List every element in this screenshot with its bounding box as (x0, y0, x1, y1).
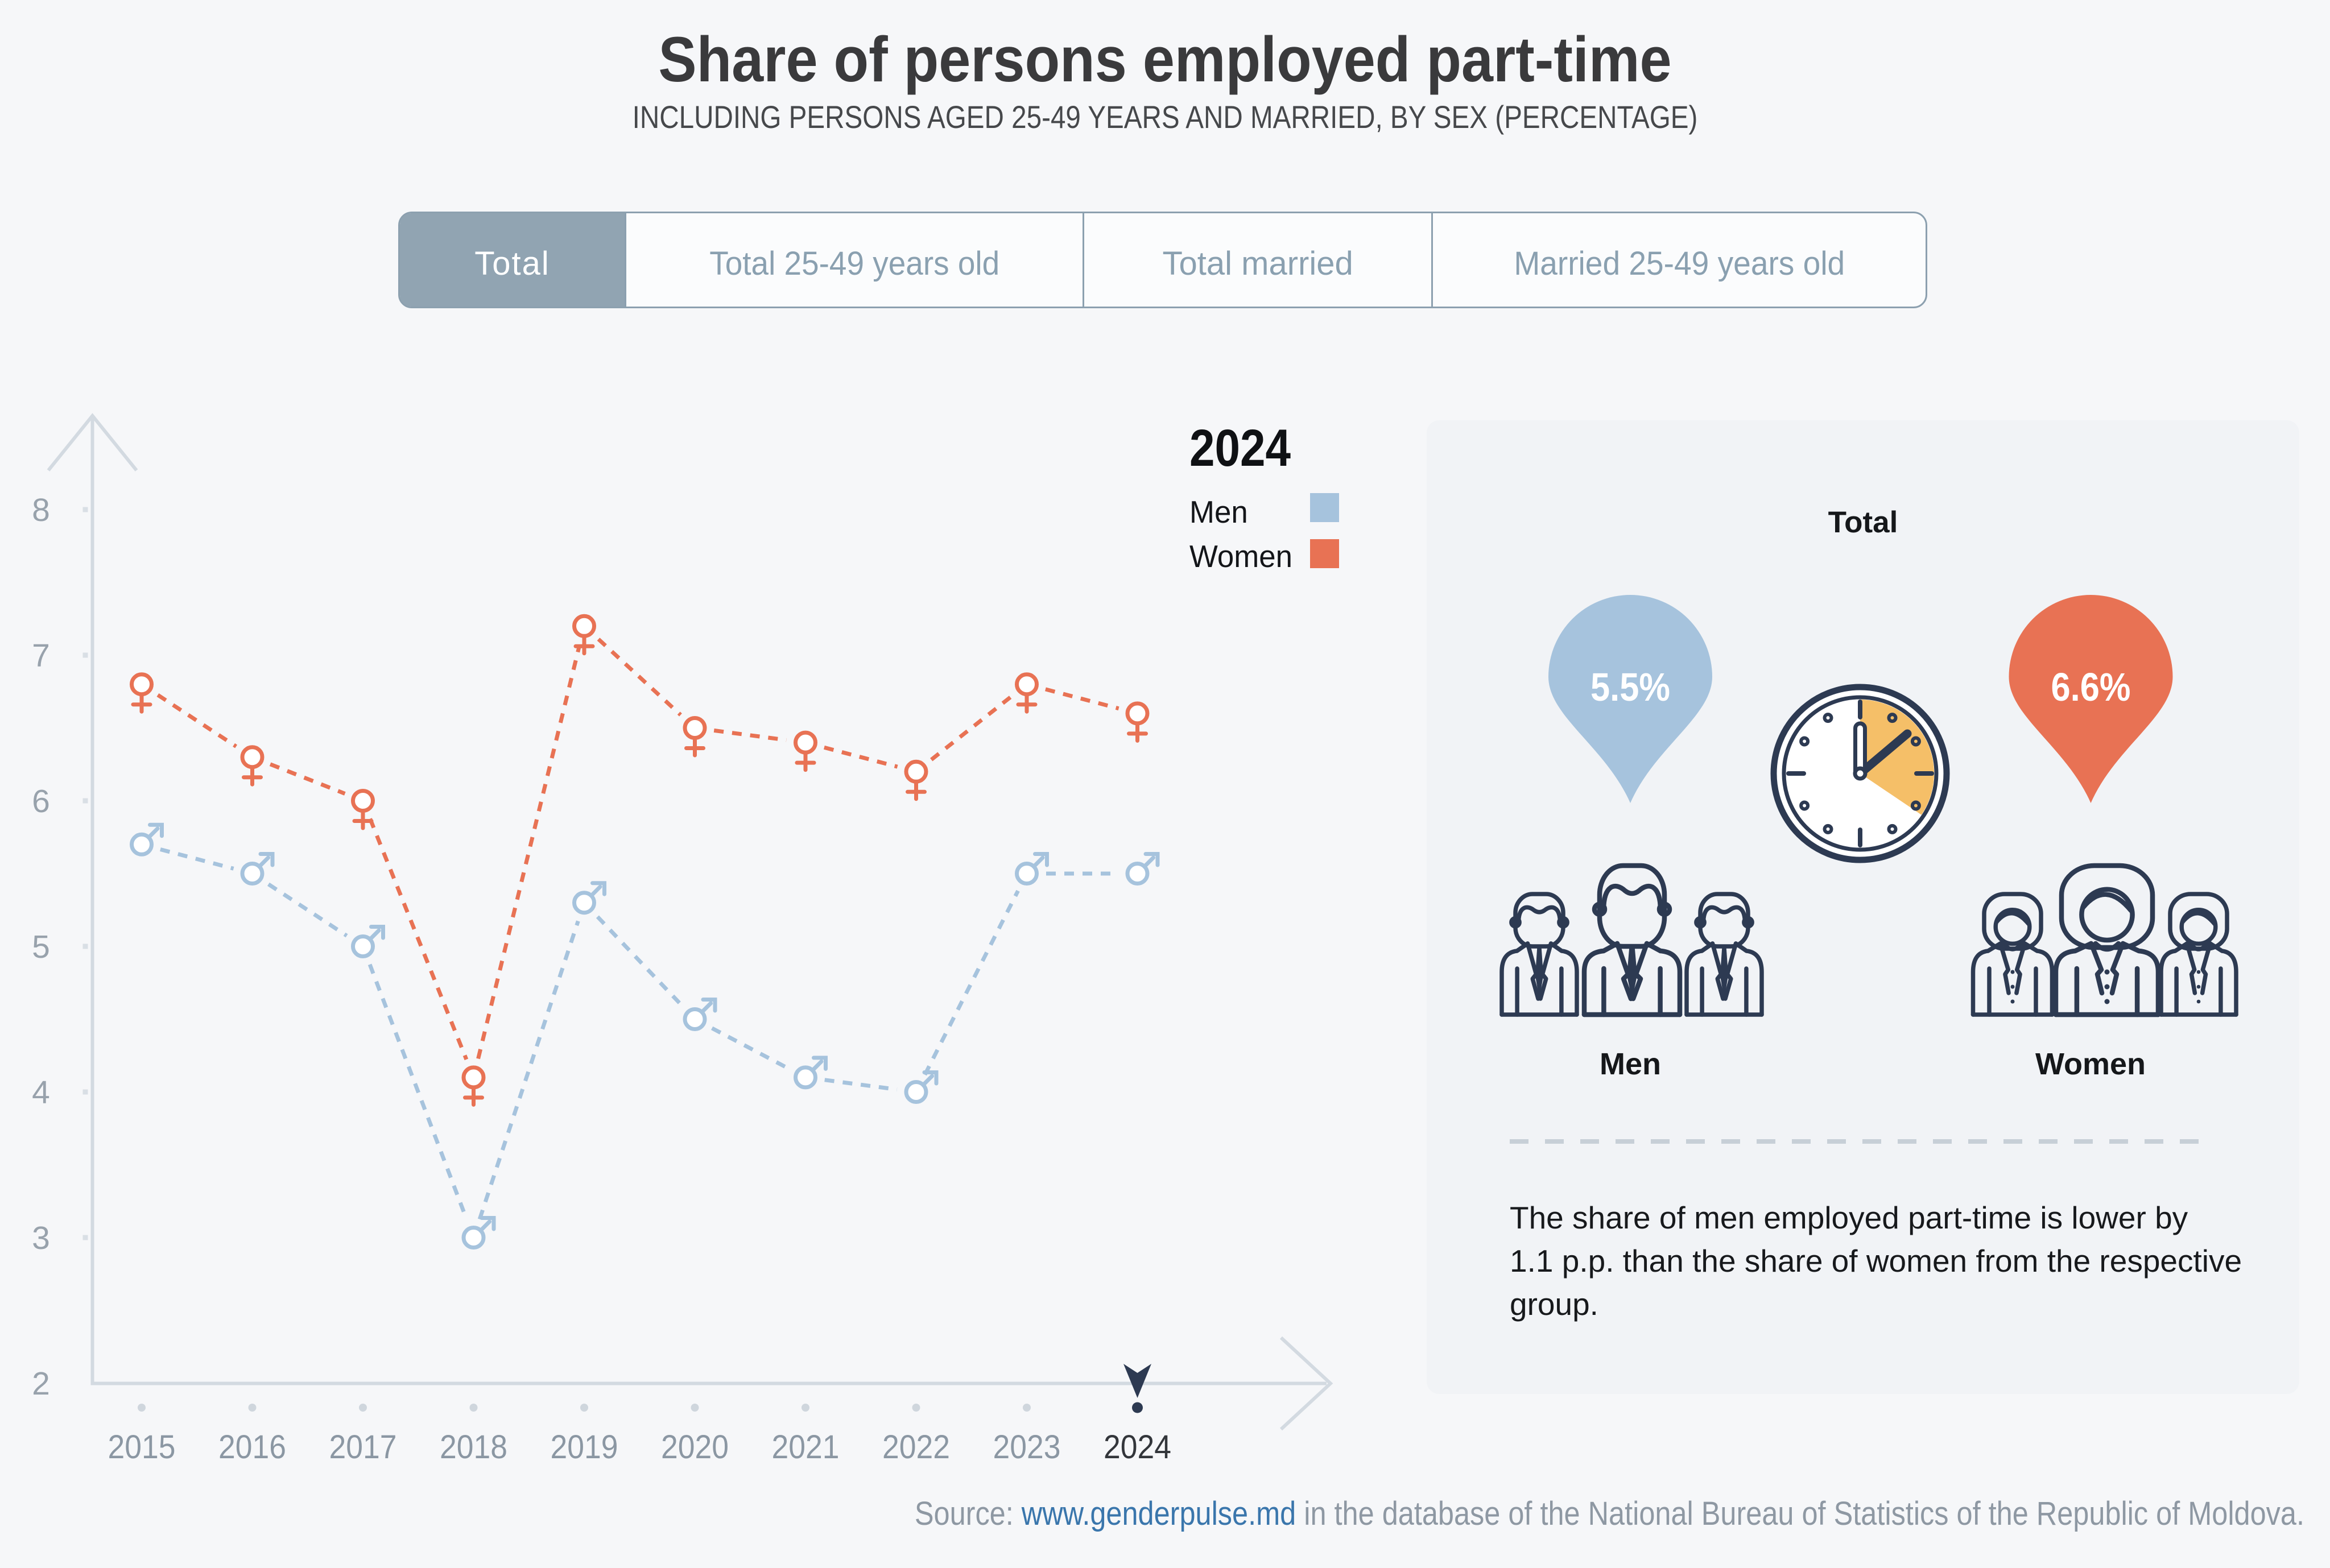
svg-text:2: 2 (32, 1366, 50, 1402)
svg-text:2022: 2022 (882, 1429, 950, 1466)
svg-text:3: 3 (32, 1220, 50, 1256)
svg-text:4: 4 (32, 1074, 50, 1111)
svg-text:6.6%: 6.6% (2051, 665, 2131, 709)
svg-text:2023: 2023 (993, 1429, 1061, 1466)
svg-text:2015: 2015 (108, 1429, 176, 1466)
svg-text:8: 8 (32, 492, 50, 528)
svg-text:2024: 2024 (1104, 1429, 1171, 1466)
svg-text:2018: 2018 (440, 1429, 507, 1466)
svg-text:7: 7 (32, 638, 50, 674)
svg-text:2017: 2017 (329, 1429, 397, 1466)
svg-text:2016: 2016 (218, 1429, 286, 1466)
svg-text:2019: 2019 (551, 1429, 618, 1466)
svg-text:2020: 2020 (661, 1429, 729, 1466)
svg-text:5.5%: 5.5% (1590, 665, 1670, 709)
svg-text:6: 6 (32, 783, 50, 820)
svg-text:5: 5 (32, 929, 50, 965)
svg-text:2021: 2021 (772, 1429, 840, 1466)
